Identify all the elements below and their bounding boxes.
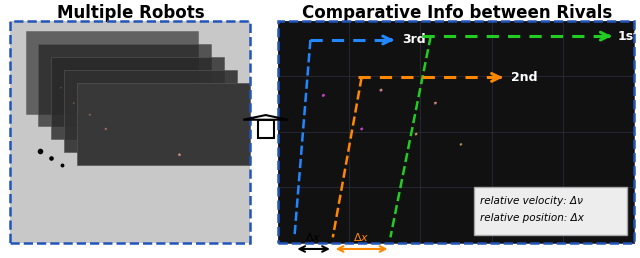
Text: 2nd: 2nd: [511, 71, 537, 84]
Bar: [64, 70, 237, 152]
Bar: [10, 21, 250, 243]
Text: relative velocity: Δν: relative velocity: Δν: [480, 196, 583, 206]
Bar: [10, 21, 250, 243]
Bar: [51, 57, 224, 139]
Bar: [278, 21, 634, 243]
Bar: [38, 44, 211, 126]
Bar: [474, 187, 627, 235]
Text: $\Delta x$: $\Delta x$: [305, 230, 322, 243]
Polygon shape: [243, 115, 288, 120]
Bar: [77, 83, 250, 165]
Text: 3rd: 3rd: [402, 34, 426, 46]
Text: Comparative Info between Rivals: Comparative Info between Rivals: [303, 4, 612, 22]
Bar: [257, 120, 274, 138]
Bar: [26, 31, 198, 114]
Text: $\Delta x$: $\Delta x$: [353, 230, 370, 243]
Text: 1st: 1st: [618, 30, 639, 43]
Text: Multiple Robots: Multiple Robots: [58, 4, 205, 22]
Bar: [278, 21, 634, 243]
Text: relative position: Δx: relative position: Δx: [480, 213, 584, 223]
